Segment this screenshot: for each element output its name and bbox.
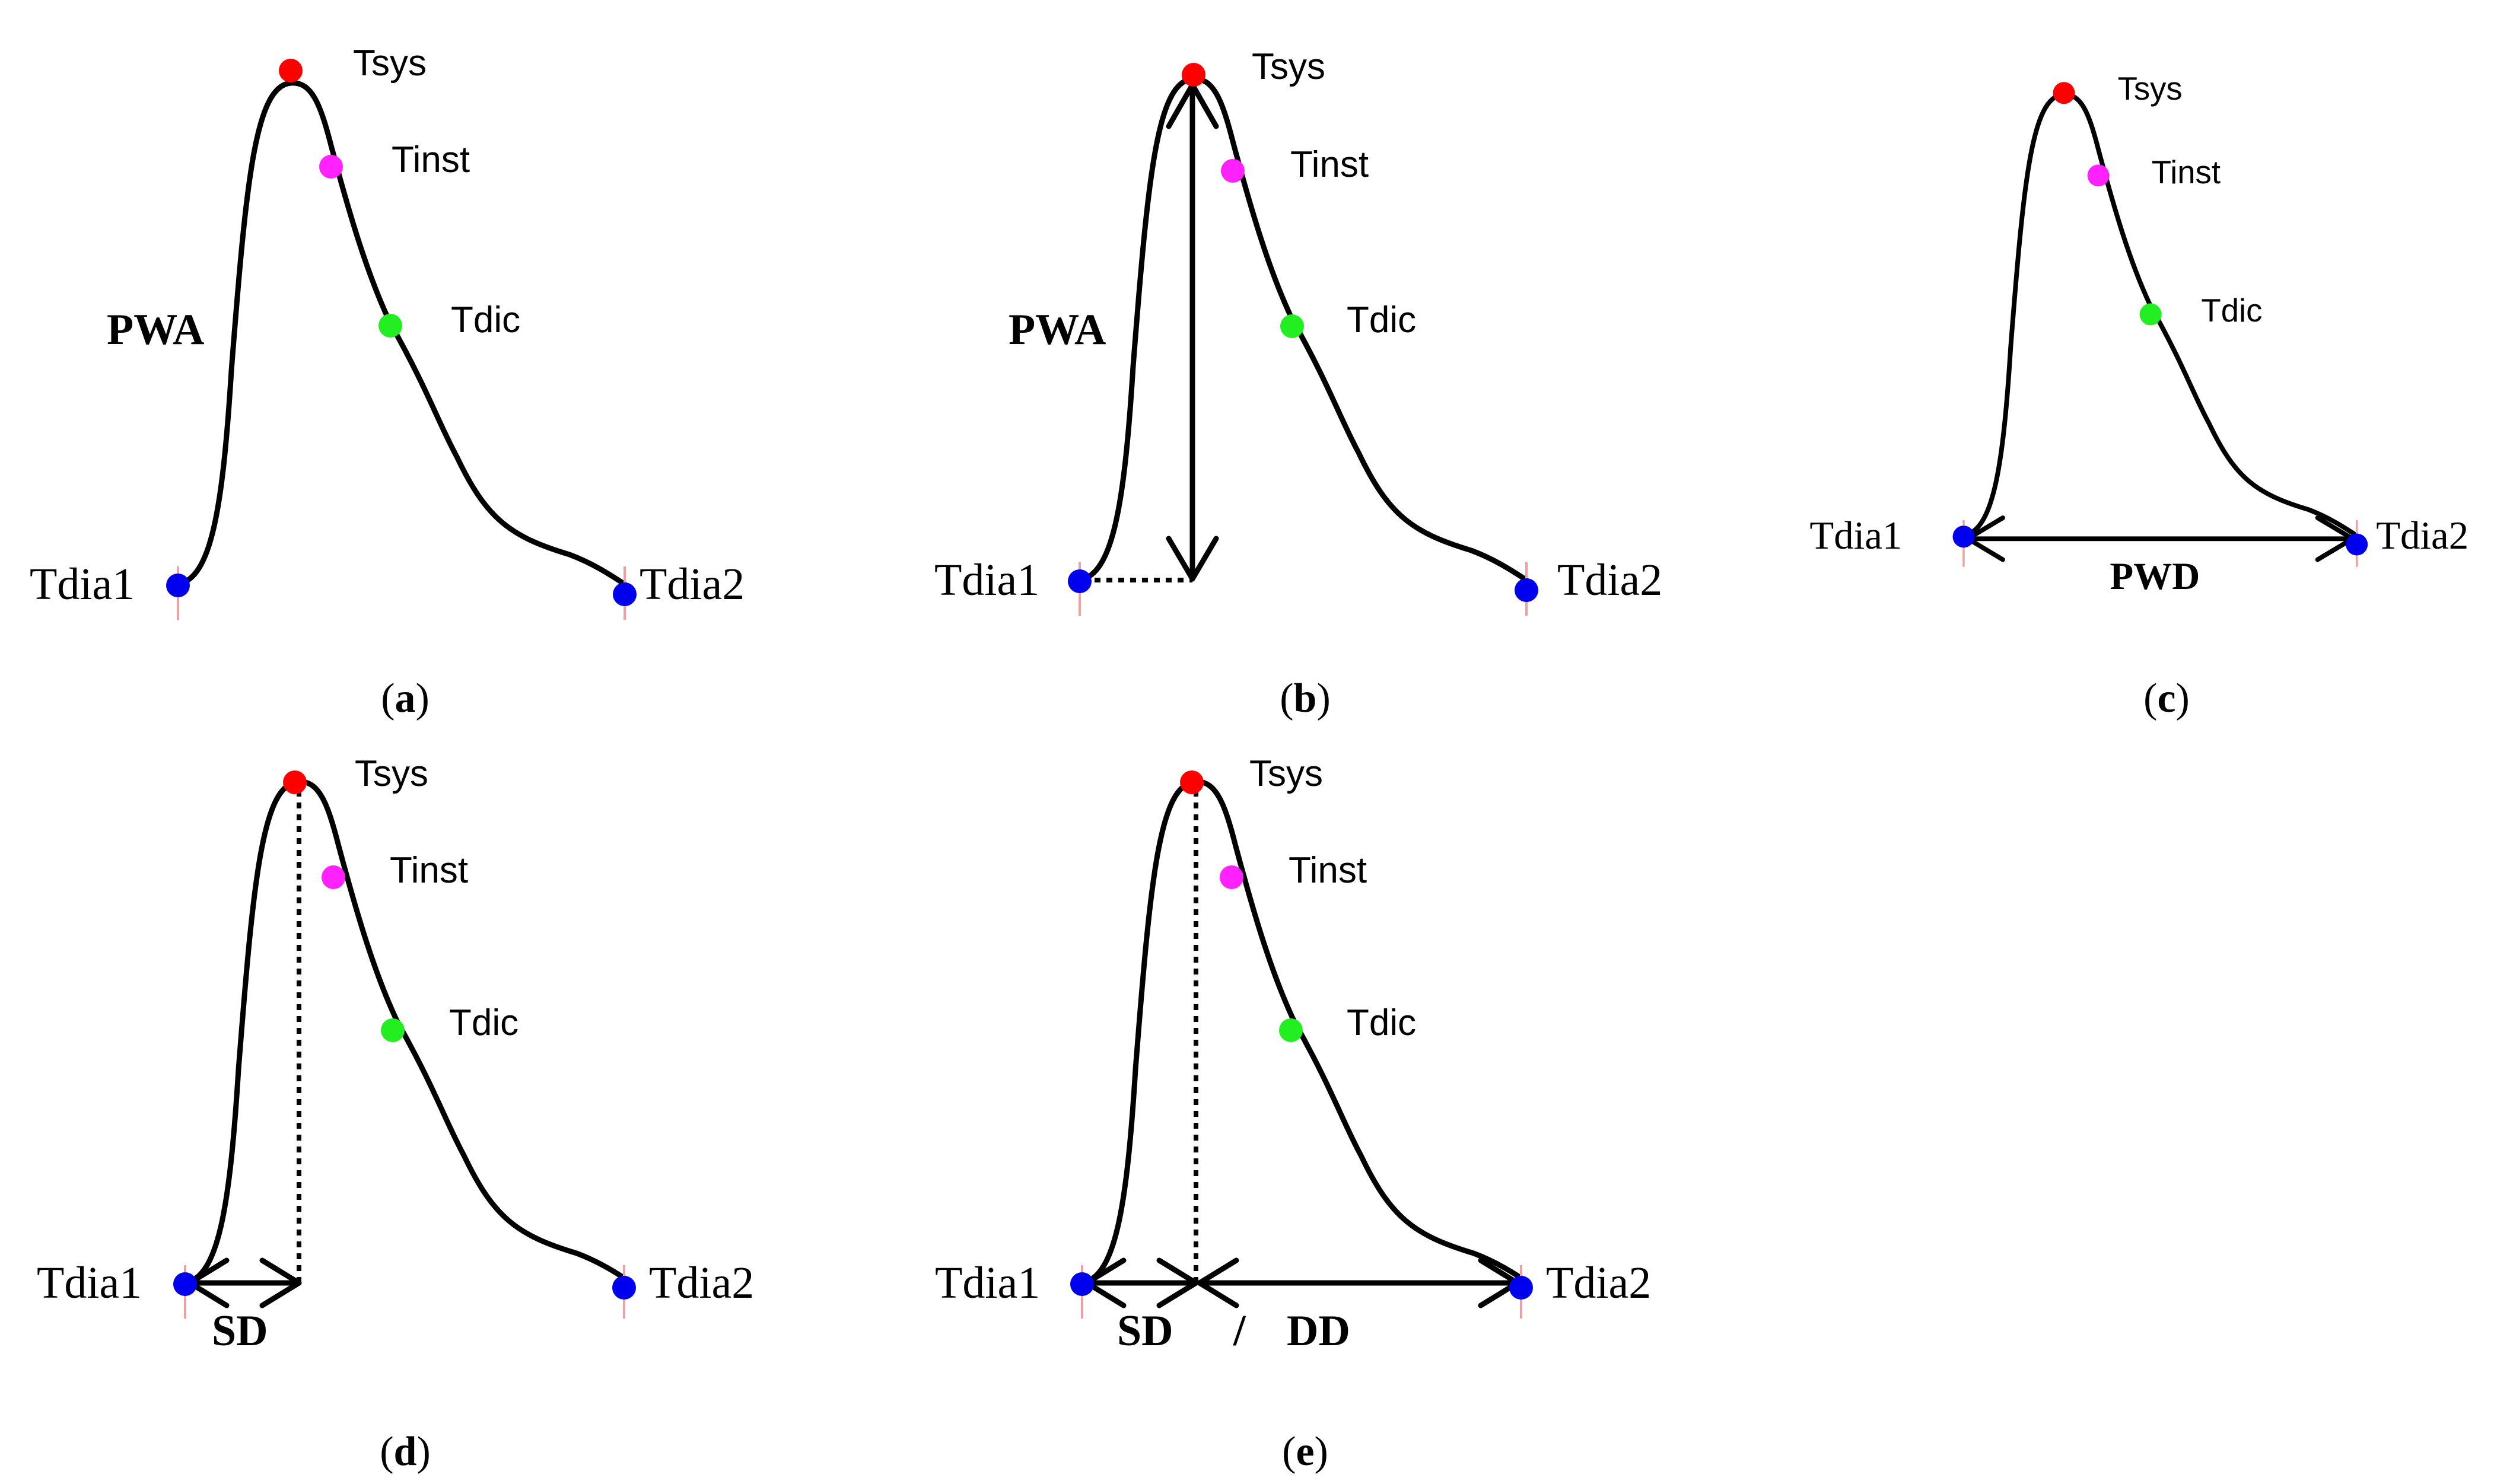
panel-b: Tsys Tinst Tdic Tdia1 Tdia2 PWA [934, 46, 1662, 616]
tdia1-point [166, 574, 190, 597]
sd-arrowhead-right [1156, 1257, 1199, 1308]
tdia2-point [1515, 578, 1538, 602]
tdic-label: Tdic [1347, 300, 1416, 340]
sd-arrowhead-right [259, 1257, 302, 1308]
caption-a: (a) [381, 676, 430, 721]
tsys-label: Tsys [353, 43, 427, 84]
tdia2-point [2346, 533, 2368, 556]
sd-label: SD [212, 1307, 268, 1355]
tdia1-point [1952, 526, 1975, 548]
amplitude-arrowhead-bottom [1166, 536, 1219, 582]
dd-label: DD [1287, 1307, 1350, 1355]
tdia1-label: Tdia1 [30, 559, 135, 609]
tinst-point [2087, 164, 2110, 187]
tdia2-label: Tdia2 [640, 559, 745, 609]
tdic-point [1280, 314, 1304, 338]
panel-a: Tsys Tinst Tdic Tdia1 Tdia2 PWA [30, 43, 745, 620]
tdic-point [1279, 1018, 1303, 1042]
tdic-point [381, 1018, 405, 1042]
tsys-point [1180, 770, 1204, 794]
tdic-point [2139, 303, 2162, 326]
tsys-label: Tsys [1252, 46, 1325, 87]
caption-d: (d) [380, 1429, 431, 1475]
tdia2-point [1509, 1276, 1533, 1300]
tdic-label: Tdic [449, 1002, 518, 1043]
tinst-label: Tinst [390, 850, 468, 891]
tsys-label: Tsys [1249, 753, 1323, 794]
tdia1-label: Tdia1 [934, 555, 1039, 605]
pwa-label: PWA [107, 305, 204, 354]
caption-e: (e) [1282, 1429, 1328, 1475]
tdia2-label: Tdia2 [1546, 1258, 1651, 1308]
tdia1-point [173, 1272, 197, 1296]
tinst-point [1221, 159, 1245, 183]
tdia2-point [612, 1276, 636, 1300]
panel-e: Tsys Tinst Tdic Tdia1 Tdia2 SD / DD [935, 753, 1651, 1355]
tdic-label: Tdic [1347, 1002, 1416, 1043]
pwa-label: PWA [1009, 305, 1106, 354]
caption-b: (b) [1280, 676, 1331, 721]
panel-c: Tsys Tinst Tdic Tdia1 Tdia2 PWD [1809, 71, 2469, 598]
tsys-label: Tsys [355, 753, 428, 794]
tsys-point [283, 770, 307, 794]
pwd-label: PWD [2110, 555, 2200, 598]
tdia2-label: Tdia2 [649, 1258, 754, 1308]
tinst-point [319, 155, 343, 179]
tdia1-point [1070, 1272, 1094, 1296]
dd-arrowhead-left [1197, 1257, 1239, 1308]
tinst-label: Tinst [2152, 154, 2221, 190]
tinst-point [322, 865, 345, 889]
tdic-point [378, 314, 402, 337]
tdia1-point [1068, 569, 1092, 593]
tdia1-label: Tdia1 [1809, 514, 1902, 558]
caption-c: (c) [2143, 676, 2190, 721]
tsys-label: Tsys [2118, 71, 2183, 107]
sd-label: SD [1117, 1307, 1173, 1355]
tdia2-label: Tdia2 [1557, 555, 1662, 605]
tinst-label: Tinst [1290, 144, 1369, 185]
tdia2-label: Tdia2 [2376, 514, 2469, 558]
tinst-point [1220, 865, 1243, 889]
panel-d: Tsys Tinst Tdic Tdia1 Tdia2 SD [37, 753, 754, 1355]
tdia1-label: Tdia1 [935, 1258, 1040, 1308]
tdia1-label: Tdia1 [37, 1258, 142, 1308]
tinst-label: Tinst [392, 139, 470, 180]
tsys-point [1182, 63, 1205, 87]
tsys-point [2053, 82, 2075, 104]
tdia2-point [613, 582, 637, 606]
tsys-point [279, 59, 303, 82]
tdic-label: Tdic [2201, 292, 2262, 329]
tinst-label: Tinst [1289, 850, 1367, 891]
slash-label: / [1233, 1307, 1246, 1355]
tdic-label: Tdic [451, 300, 520, 340]
